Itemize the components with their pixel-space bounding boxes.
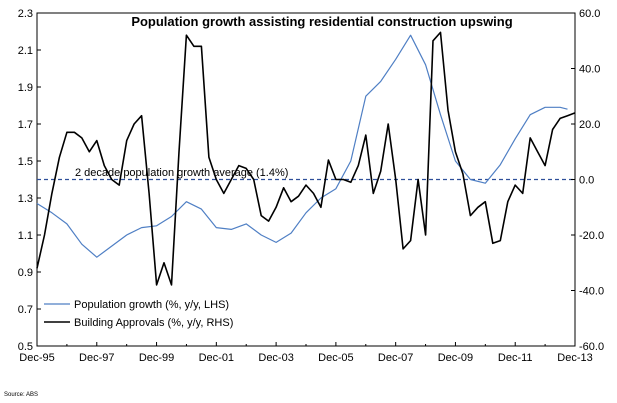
legend-label-approvals: Building Approvals (%, y/y, RHS) — [74, 317, 233, 329]
left-tick-label: 0.7 — [18, 304, 33, 316]
left-tick-label: 1.3 — [18, 193, 33, 205]
x-tick-label: Dec-07 — [378, 352, 413, 364]
left-tick-label: 1.5 — [18, 156, 33, 168]
right-tick-label: 20.0 — [579, 119, 600, 131]
x-tick-label: Dec-97 — [79, 352, 114, 364]
x-tick-label: Dec-01 — [199, 352, 234, 364]
x-tick-label: Dec-11 — [498, 352, 533, 364]
right-tick-label: -20.0 — [579, 230, 604, 242]
x-tick-label: Dec-95 — [19, 352, 54, 364]
x-tick-label: Dec-05 — [318, 352, 353, 364]
right-tick-label: -60.0 — [579, 341, 604, 353]
legend-label-population: Population growth (%, y/y, LHS) — [74, 299, 229, 311]
legend: Population growth (%, y/y, LHS) Building… — [44, 299, 233, 329]
reference-line-label: 2 decade population growth average (1.4%… — [75, 167, 288, 179]
left-tick-label: 1.7 — [18, 119, 33, 131]
x-tick-label: Dec-13 — [557, 352, 592, 364]
left-tick-label: 1.9 — [18, 82, 33, 94]
left-tick-label: 0.5 — [18, 341, 33, 353]
x-tick-label: Dec-99 — [139, 352, 174, 364]
series-building-approvals — [36, 31, 576, 286]
right-tick-label: -40.0 — [579, 286, 604, 298]
left-tick-label: 0.9 — [18, 267, 33, 279]
source-note: Source: ABS — [4, 392, 38, 398]
left-tick-label: 2.1 — [18, 45, 33, 57]
left-tick-label: 1.1 — [18, 230, 33, 242]
x-tick-label: Dec-03 — [258, 352, 293, 364]
left-tick-label: 2.3 — [18, 8, 33, 20]
x-tick-label: Dec-09 — [438, 352, 473, 364]
right-tick-label: 0.0 — [579, 175, 594, 187]
series-population-growth — [36, 34, 568, 258]
right-tick-label: 60.0 — [579, 8, 600, 20]
right-tick-label: 40.0 — [579, 64, 600, 76]
chart-title: Population growth assisting residential … — [131, 14, 512, 29]
